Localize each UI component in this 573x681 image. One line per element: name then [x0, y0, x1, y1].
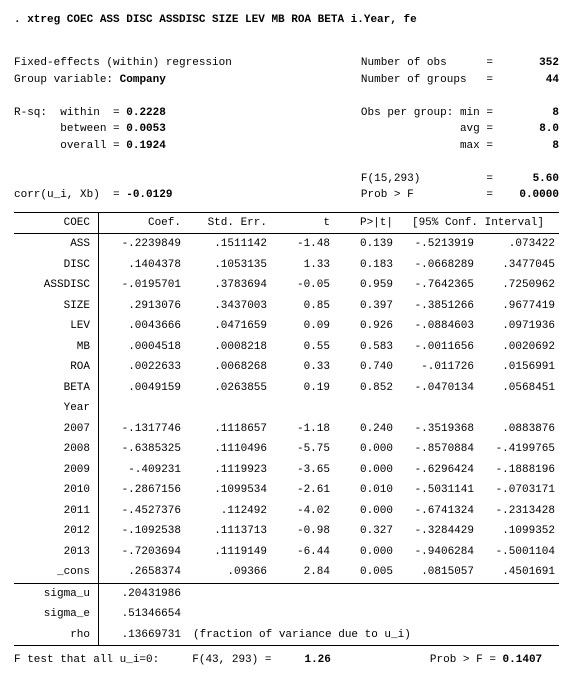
row-name: 2011	[14, 501, 99, 522]
se: .1511142	[185, 234, 271, 255]
min-label: min =	[460, 107, 493, 119]
row-name: ASS	[14, 234, 99, 255]
row-name: 2009	[14, 460, 99, 481]
col-p: P>|t|	[334, 212, 397, 234]
p: 0.139	[334, 234, 397, 255]
col-depvar: COEC	[14, 212, 99, 234]
row-name: 2008	[14, 439, 99, 460]
row-name: DISC	[14, 255, 99, 276]
avg: 8.0	[539, 123, 559, 135]
nobs: 352	[539, 57, 559, 69]
row-name: ASSDISC	[14, 275, 99, 296]
F: 5.60	[533, 173, 559, 185]
col-coef: Coef.	[99, 212, 186, 234]
row-name: 2010	[14, 480, 99, 501]
ftest-label: F test that all u_i=0:	[14, 654, 159, 666]
corr-label: corr(u_i, Xb)	[14, 189, 100, 201]
nobs-label: Number of obs	[361, 57, 447, 69]
corr: -0.0129	[126, 189, 172, 201]
rho: .13669731	[99, 625, 186, 646]
row-name: MB	[14, 337, 99, 358]
rsq-within-label: within =	[60, 107, 119, 119]
max: 8	[552, 140, 559, 152]
col-t: t	[271, 212, 334, 234]
ngroups: 44	[546, 74, 559, 86]
rsq-within: 0.2228	[126, 107, 166, 119]
row-name: BETA	[14, 378, 99, 399]
min: 8	[552, 107, 559, 119]
F-label: F(15,293)	[361, 173, 420, 185]
sigma-u: .20431986	[99, 583, 186, 604]
probF-label: Prob > F	[361, 189, 414, 201]
col-ci: [95% Conf. Interval]	[397, 212, 559, 234]
rsq-between-label: between =	[60, 123, 119, 135]
groupvar: Company	[120, 74, 166, 86]
sigma-e-label: sigma_e	[14, 604, 99, 625]
avg-label: avg =	[460, 123, 493, 135]
max-label: max =	[460, 140, 493, 152]
regression-header: Fixed-effects (within) regression Group …	[14, 39, 559, 204]
row-name: SIZE	[14, 296, 99, 317]
ngroups-label: Number of groups	[361, 74, 467, 86]
row-name: 2013	[14, 542, 99, 563]
col-se: Std. Err.	[185, 212, 271, 234]
obspg-label: Obs per group:	[361, 107, 453, 119]
probF: 0.0000	[519, 189, 559, 201]
stata-command: . xtreg COEC ASS DISC ASSDISC SIZE LEV M…	[14, 12, 559, 29]
year-label: Year	[14, 398, 99, 419]
row-name: 2012	[14, 521, 99, 542]
rsq-between: 0.0053	[126, 123, 166, 135]
title: Fixed-effects (within) regression	[14, 57, 232, 69]
rho-label: rho	[14, 625, 99, 646]
row-name: LEV	[14, 316, 99, 337]
rho-note: (fraction of variance due to u_i)	[185, 625, 559, 646]
row-name: _cons	[14, 562, 99, 583]
ftest-prob-label: Prob > F =	[430, 654, 496, 666]
row-name: ROA	[14, 357, 99, 378]
groupvar-label: Group variable:	[14, 74, 113, 86]
ftest-df: F(43, 293) =	[192, 654, 271, 666]
t: -1.48	[271, 234, 334, 255]
sigma-u-label: sigma_u	[14, 583, 99, 604]
rsq-label: R-sq:	[14, 107, 47, 119]
ftest-prob: 0.1407	[503, 654, 543, 666]
coef: -.2239849	[99, 234, 186, 255]
rsq-overall: 0.1924	[126, 140, 166, 152]
rsq-overall-label: overall =	[60, 140, 119, 152]
regression-table: COEC Coef. Std. Err. t P>|t| [95% Conf. …	[14, 212, 559, 647]
ci-lo: -.5213919	[397, 234, 478, 255]
ftest-value: 1.26	[304, 654, 330, 666]
row-name: 2007	[14, 419, 99, 440]
ftest-line: F test that all u_i=0: F(43, 293) = 1.26…	[14, 652, 559, 669]
sigma-e: .51346654	[99, 604, 186, 625]
ci-hi: .073422	[478, 234, 559, 255]
